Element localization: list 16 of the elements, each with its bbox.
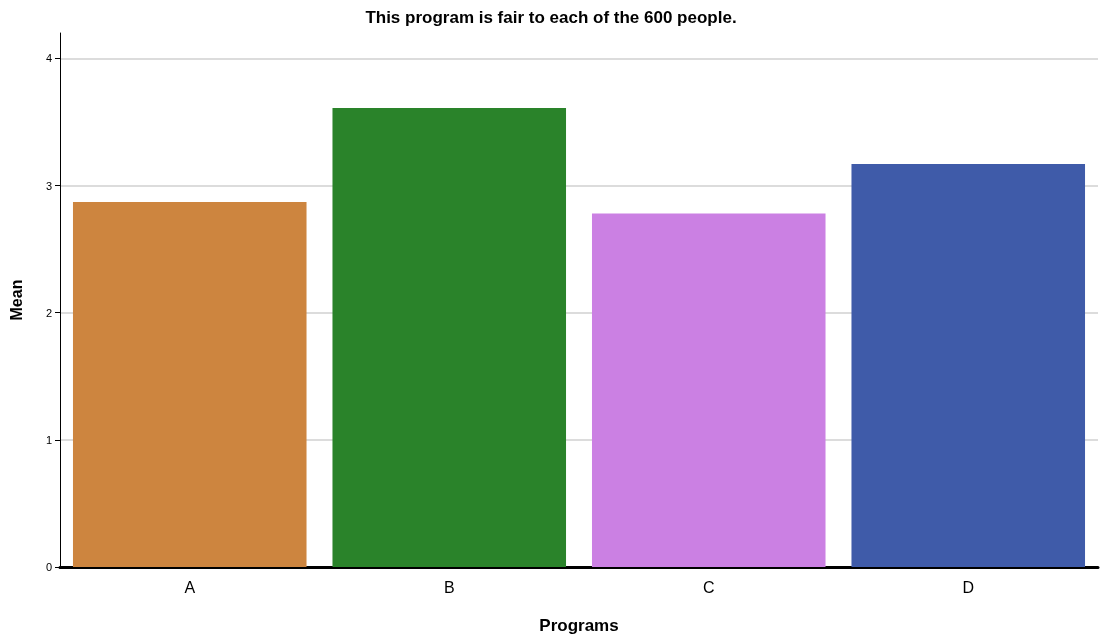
bar — [851, 163, 1086, 567]
y-tick-label: 1 — [45, 433, 52, 446]
x-tick-label: B — [443, 578, 455, 596]
chart-title: This program is fair to each of the 600 people. — [365, 8, 737, 27]
x-tick-label: C — [702, 578, 715, 596]
y-tick-label: 3 — [45, 179, 52, 192]
y-tick-label: 0 — [45, 561, 52, 573]
y-tick-label: 2 — [45, 306, 52, 319]
x-tick-label: D — [962, 578, 975, 596]
y-tick-label: 4 — [45, 52, 52, 65]
bar — [72, 202, 307, 567]
x-axis-title: Programs — [539, 616, 619, 635]
y-axis-title: Mean — [7, 279, 25, 321]
x-tick-label: A — [184, 578, 196, 596]
bar — [332, 108, 567, 567]
bar — [591, 213, 826, 567]
